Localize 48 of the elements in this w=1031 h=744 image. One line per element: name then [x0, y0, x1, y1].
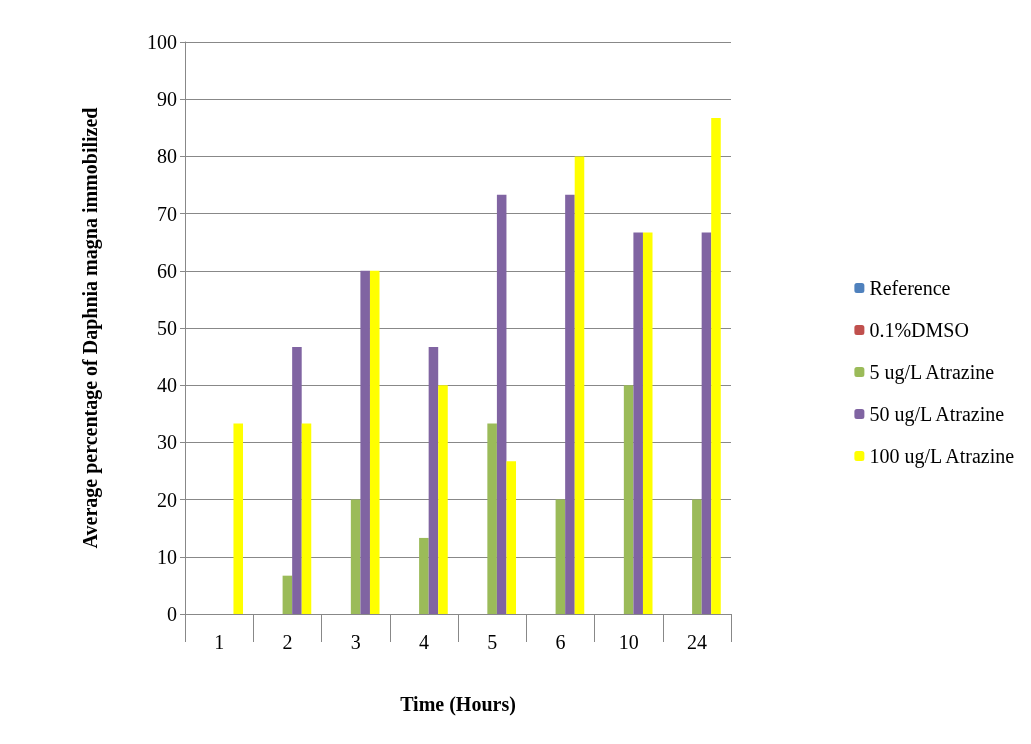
bar [642, 232, 653, 614]
legend-label: 100 ug/L Atrazine [869, 445, 1015, 468]
legend-label: 5 ug/L Atrazine [869, 361, 995, 384]
y-tick-label: 30 [157, 431, 177, 454]
bar [282, 575, 293, 614]
y-tick-label: 100 [147, 31, 177, 53]
x-tick-label: 2 [282, 631, 293, 653]
bar [711, 118, 721, 614]
bar [369, 270, 380, 614]
bar [496, 194, 507, 614]
y-tick-label: 60 [157, 259, 177, 282]
y-tick-label: 90 [157, 88, 177, 111]
legend-label: Reference [869, 277, 951, 299]
y-tick-label: 50 [157, 317, 177, 339]
bar [623, 385, 634, 614]
x-axis-title: Time (Hours) [400, 693, 516, 716]
bar [701, 232, 712, 614]
bar [692, 499, 702, 614]
bar [565, 194, 575, 614]
bar [233, 423, 244, 614]
bar [301, 423, 312, 614]
x-tick-label: 10 [618, 631, 639, 653]
y-axis-title: Average percentage of Daphnia magna immobilized [79, 107, 102, 549]
bar [506, 461, 517, 614]
x-tick-label: 4 [418, 631, 429, 653]
x-tick-label: 6 [555, 631, 566, 653]
bar [487, 423, 497, 614]
legend-label: 50 ug/L Atrazine [869, 403, 1005, 426]
bar [428, 346, 439, 614]
y-tick-label: 80 [157, 145, 177, 168]
legend-label: 0.1%DMSO [869, 319, 969, 341]
x-tick-label: 3 [350, 631, 361, 653]
bar [574, 156, 585, 614]
x-tick-label: 1 [214, 631, 225, 653]
bar [633, 232, 643, 614]
y-tick-label: 10 [157, 545, 177, 568]
bar [360, 270, 370, 614]
bar [438, 385, 448, 614]
x-tick-label: 24 [686, 631, 707, 653]
bar [292, 346, 302, 614]
bar [350, 499, 361, 614]
y-tick-label: 20 [157, 488, 177, 511]
bar [419, 537, 429, 614]
bar [555, 499, 566, 614]
y-tick-label: 0 [167, 603, 177, 625]
y-tick-label: 40 [157, 374, 177, 397]
y-tick-label: 70 [157, 202, 177, 225]
x-tick-label: 5 [487, 631, 498, 653]
